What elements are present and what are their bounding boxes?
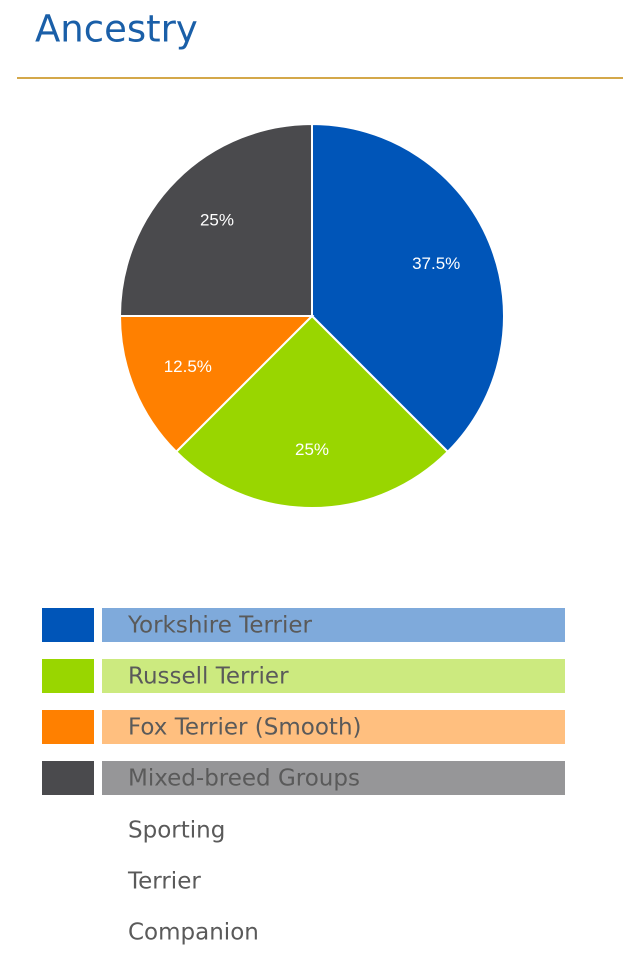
- group-item: Companion: [128, 920, 259, 946]
- legend-label-bg: [102, 659, 565, 693]
- section-title: Ancestry: [35, 8, 198, 51]
- pie-slice: [118, 315, 315, 454]
- legend-label-bg: [102, 608, 565, 642]
- legend-label: Fox Terrier (Smooth): [128, 715, 362, 741]
- slice-label: 37.5%: [412, 254, 460, 273]
- legend-label: Russell Terrier: [128, 664, 289, 690]
- pie-slice: [118, 122, 313, 317]
- pie-chart: 37.5% 25% 12.5% 25%: [118, 122, 505, 509]
- slice-label: 12.5%: [164, 357, 212, 376]
- pie-slice: [174, 314, 450, 509]
- group-item: Terrier: [127, 869, 201, 895]
- legend-swatch: [42, 659, 94, 693]
- legend-label-bg: [102, 710, 565, 744]
- slice-label: 25%: [295, 440, 329, 459]
- group-item: Sporting: [128, 818, 225, 844]
- legend-label-bg: [102, 761, 565, 795]
- slice-label: 25%: [200, 210, 234, 229]
- legend-swatch: [42, 608, 94, 642]
- legend-label: Yorkshire Terrier: [127, 613, 313, 639]
- group-list: Sporting Terrier Companion: [127, 818, 259, 946]
- pie-slice: [311, 122, 505, 454]
- legend-swatch: [42, 710, 94, 744]
- legend-label: Mixed-breed Groups: [128, 766, 360, 792]
- legend: Yorkshire Terrier Russell Terrier Fox Terr…: [42, 608, 565, 795]
- legend-swatch: [42, 761, 94, 795]
